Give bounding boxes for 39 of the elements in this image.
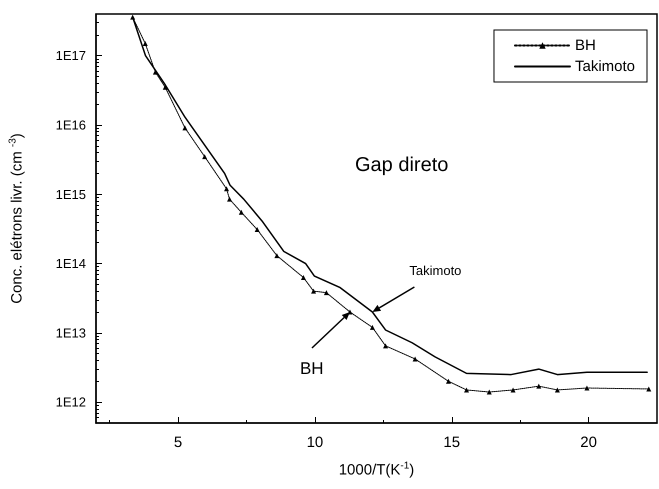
point [383, 343, 388, 348]
annotation: BH [300, 359, 324, 378]
point [554, 387, 560, 392]
point [510, 387, 516, 392]
legend-label: BH [574, 37, 596, 54]
y-tick-label: 1E13 [56, 325, 86, 340]
point [486, 390, 492, 395]
point [324, 290, 329, 296]
point [300, 274, 306, 280]
y-tick-label: 1E15 [56, 186, 86, 202]
point [646, 386, 652, 392]
point [370, 324, 375, 330]
legend-label: Takimoto [574, 58, 636, 75]
y-tick-label: 1E16 [56, 118, 86, 132]
annotation: Gap direto [355, 154, 448, 176]
point [227, 196, 232, 202]
y-axis-title: Conc. elétrons livr. (cm -3) [8, 133, 26, 304]
point [311, 288, 316, 294]
point [224, 186, 230, 192]
x-tick-label: 15 [443, 434, 460, 451]
point [464, 387, 470, 392]
y-tick-label: 1E14 [56, 256, 86, 272]
point [446, 378, 451, 384]
x-tick-label: 20 [580, 434, 597, 451]
point [254, 227, 260, 232]
point [536, 384, 542, 389]
point [412, 356, 418, 362]
point [130, 14, 136, 20]
y-tick-label: 1E12 [56, 394, 86, 410]
point [238, 210, 244, 215]
point [202, 154, 208, 160]
point [182, 125, 188, 130]
annotation: Takimoto [409, 263, 462, 278]
y-tick-label: 1E17 [56, 48, 86, 64]
point [274, 253, 280, 258]
point [142, 41, 148, 46]
x-tick-label: 10 [306, 434, 324, 451]
point [584, 386, 590, 390]
x-tick-label: 5 [174, 434, 182, 451]
